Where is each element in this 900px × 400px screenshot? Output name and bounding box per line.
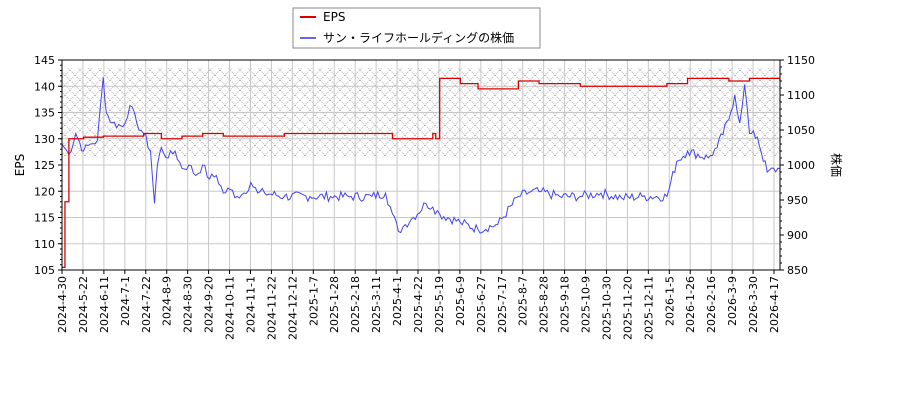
x-tick-label: 2024-12-12 xyxy=(286,276,299,340)
x-tick-label: 2026-3-9 xyxy=(726,276,739,326)
price-line xyxy=(62,77,780,234)
eps-line xyxy=(62,77,780,269)
left-tick-label: 110 xyxy=(34,238,55,251)
legend-price-label: サン・ライフホールディングの株価 xyxy=(323,30,514,45)
right-tick-label: 1000 xyxy=(787,159,815,172)
left-tick-label: 140 xyxy=(34,80,55,93)
x-tick-label: 2025-2-18 xyxy=(349,276,362,333)
right-axis-title: 株価 xyxy=(829,153,844,177)
x-tick-label: 2024-8-30 xyxy=(182,276,195,333)
x-tick-label: 2026-1-26 xyxy=(684,276,697,333)
x-tick-label: 2025-1-28 xyxy=(328,276,341,333)
right-tick-label: 950 xyxy=(787,194,808,207)
x-tick-label: 2024-11-22 xyxy=(265,276,278,340)
right-axis: 850 900 950 1000 1050 1100 1150 xyxy=(780,54,815,277)
x-tick-label: 2025-8-7 xyxy=(517,276,530,326)
left-tick-label: 125 xyxy=(34,159,55,172)
left-tick-label: 105 xyxy=(34,264,55,277)
x-tick-label: 2025-3-11 xyxy=(370,276,383,333)
left-tick-label: 135 xyxy=(34,107,55,120)
legend: EPS サン・ライフホールディングの株価 xyxy=(292,7,541,49)
x-tick-label: 2026-2-16 xyxy=(705,276,718,333)
left-axis-title: EPS xyxy=(13,154,27,176)
x-tick-label: 2025-7-17 xyxy=(496,276,509,333)
x-tick-label: 2024-7-1 xyxy=(119,276,132,326)
left-tick-label: 130 xyxy=(34,133,55,146)
x-tick-label: 2025-4-22 xyxy=(412,276,425,333)
legend-box xyxy=(292,7,541,49)
x-tick-label: 2024-4-30 xyxy=(56,276,69,333)
left-tick-label: 115 xyxy=(34,212,55,225)
left-tick-label: 145 xyxy=(34,54,55,67)
x-tick-label: 2025-10-30 xyxy=(600,276,613,340)
x-tick-label: 2025-10-9 xyxy=(580,276,593,333)
left-tick-label: 120 xyxy=(34,185,55,198)
x-tick-label: 2024-6-11 xyxy=(98,276,111,333)
plot-area xyxy=(61,59,781,271)
x-tick-label: 2024-10-11 xyxy=(224,276,237,340)
right-tick-label: 900 xyxy=(787,229,808,242)
x-tick-label: 2024-9-20 xyxy=(203,276,216,333)
right-tick-label: 1050 xyxy=(787,124,815,137)
x-tick-label: 2024-5-22 xyxy=(77,276,90,333)
x-tick-label: 2024-8-9 xyxy=(161,276,174,326)
x-tick-label: 2024-7-22 xyxy=(140,276,153,333)
x-tick-label: 2025-6-9 xyxy=(454,276,467,326)
x-tick-label: 2025-4-1 xyxy=(391,276,404,326)
x-tick-label: 2025-1-7 xyxy=(307,276,320,326)
right-tick-label: 850 xyxy=(787,264,808,277)
right-tick-label: 1150 xyxy=(787,54,815,67)
x-tick-label: 2024-11-1 xyxy=(244,276,257,333)
x-axis: 2024-4-30 2024-5-22 2024-6-11 2024-7-1 2024-… xyxy=(56,270,781,340)
x-tick-label: 2026-4-17 xyxy=(768,276,781,333)
left-axis: 105 110 115 120 125 130 135 140 145 xyxy=(34,54,62,277)
x-tick-label: 2026-3-30 xyxy=(747,276,760,333)
right-tick-label: 1100 xyxy=(787,89,815,102)
x-tick-label: 2025-8-28 xyxy=(538,276,551,333)
x-tick-label: 2025-12-11 xyxy=(642,276,655,340)
x-tick-label: 2026-1-5 xyxy=(663,276,676,326)
x-tick-label: 2025-11-20 xyxy=(621,276,634,340)
x-tick-label: 2025-6-27 xyxy=(475,276,488,333)
x-tick-label: 2025-5-19 xyxy=(433,276,446,333)
legend-eps-label: EPS xyxy=(323,10,345,24)
x-tick-label: 2025-9-18 xyxy=(559,276,572,333)
